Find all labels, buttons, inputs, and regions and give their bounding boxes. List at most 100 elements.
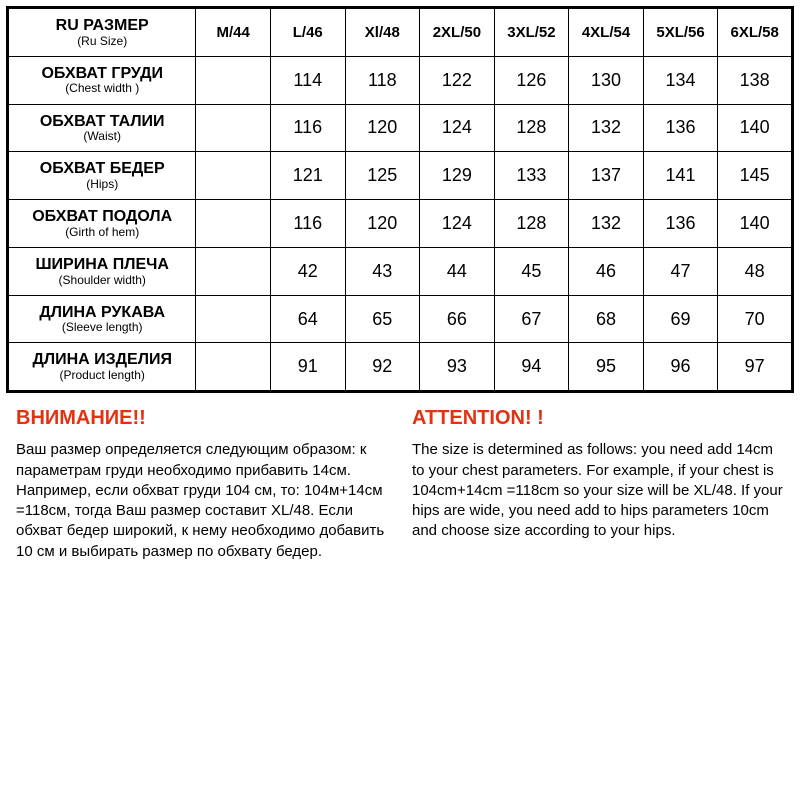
size-header-main: RU РАЗМЕР: [13, 17, 191, 35]
table-cell: 128: [494, 104, 569, 152]
note-en-body: The size is determined as follows: you n…: [412, 440, 784, 541]
table-cell: 141: [643, 152, 718, 200]
table-cell: 125: [345, 152, 420, 200]
table-cell: 43: [345, 247, 420, 295]
table-cell: 42: [270, 247, 345, 295]
table-cell-blank: [196, 104, 271, 152]
size-col-header: M/44: [196, 8, 271, 57]
row-label: ОБХВАТ ТАЛИИ(Waist): [8, 104, 196, 152]
table-row: ОБХВАТ ПОДОЛА(Girth of hem)1161201241281…: [8, 200, 793, 248]
table-cell: 118: [345, 56, 420, 104]
row-label-main: ОБХВАТ ТАЛИИ: [13, 113, 191, 131]
table-cell: 65: [345, 295, 420, 343]
table-cell: 96: [643, 343, 718, 392]
note-ru: ВНИМАНИЕ!! Ваш размер определяется следу…: [16, 407, 388, 562]
row-label-sub: (Hips): [13, 178, 191, 191]
table-cell: 68: [569, 295, 644, 343]
table-cell: 64: [270, 295, 345, 343]
table-cell: 137: [569, 152, 644, 200]
note-ru-heading: ВНИМАНИЕ!!: [16, 407, 388, 430]
row-label-sub: (Sleeve length): [13, 321, 191, 334]
table-cell-blank: [196, 247, 271, 295]
table-cell: 116: [270, 200, 345, 248]
row-label-sub: (Chest width ): [13, 82, 191, 95]
row-label: ОБХВАТ ПОДОЛА(Girth of hem): [8, 200, 196, 248]
table-cell: 124: [420, 104, 495, 152]
table-row: ОБХВАТ БЕДЕР(Hips) 121125129133137141145: [8, 152, 793, 200]
table-cell: 46: [569, 247, 644, 295]
table-cell: 91: [270, 343, 345, 392]
size-col-header: 5XL/56: [643, 8, 718, 57]
row-label-main: ОБХВАТ БЕДЕР: [13, 160, 191, 178]
table-row: ДЛИНА РУКАВА(Sleeve length) 6465666768697…: [8, 295, 793, 343]
table-cell: 67: [494, 295, 569, 343]
row-label: ДЛИНА ИЗДЕЛИЯ(Product length): [8, 343, 196, 392]
table-cell: 70: [718, 295, 793, 343]
table-cell: 97: [718, 343, 793, 392]
table-cell: 93: [420, 343, 495, 392]
size-header-row: RU РАЗМЕР (Ru Size) M/44 L/46 Xl/48 2XL/…: [8, 8, 793, 57]
size-header-label: RU РАЗМЕР (Ru Size): [8, 8, 196, 57]
size-col-header: 3XL/52: [494, 8, 569, 57]
table-cell: 138: [718, 56, 793, 104]
table-cell: 129: [420, 152, 495, 200]
table-cell: 136: [643, 104, 718, 152]
row-label-sub: (Shoulder width): [13, 274, 191, 287]
table-cell: 92: [345, 343, 420, 392]
table-cell: 122: [420, 56, 495, 104]
row-label: ДЛИНА РУКАВА(Sleeve length): [8, 295, 196, 343]
table-cell: 130: [569, 56, 644, 104]
table-cell: 140: [718, 200, 793, 248]
table-cell: 136: [643, 200, 718, 248]
size-table: RU РАЗМЕР (Ru Size) M/44 L/46 Xl/48 2XL/…: [6, 6, 794, 393]
table-cell: 132: [569, 200, 644, 248]
row-label-main: ДЛИНА РУКАВА: [13, 304, 191, 322]
table-cell: 95: [569, 343, 644, 392]
row-label-main: ШИРИНА ПЛЕЧА: [13, 256, 191, 274]
note-en: ATTENTION! ! The size is determined as f…: [412, 407, 784, 562]
table-cell: 145: [718, 152, 793, 200]
table-cell: 47: [643, 247, 718, 295]
table-cell: 124: [420, 200, 495, 248]
table-cell-blank: [196, 295, 271, 343]
row-label-sub: (Waist): [13, 130, 191, 143]
table-cell: 94: [494, 343, 569, 392]
table-cell: 120: [345, 200, 420, 248]
table-cell-blank: [196, 56, 271, 104]
table-cell: 44: [420, 247, 495, 295]
notes-section: ВНИМАНИЕ!! Ваш размер определяется следу…: [6, 393, 794, 562]
size-header-sub: (Ru Size): [13, 35, 191, 48]
table-row: ОБХВАТ ГРУДИ(Chest width )11411812212613…: [8, 56, 793, 104]
table-cell: 69: [643, 295, 718, 343]
table-cell: 121: [270, 152, 345, 200]
row-label: ОБХВАТ БЕДЕР(Hips): [8, 152, 196, 200]
table-cell: 140: [718, 104, 793, 152]
table-row: ДЛИНА ИЗДЕЛИЯ(Product length)91929394959…: [8, 343, 793, 392]
row-label-main: ДЛИНА ИЗДЕЛИЯ: [13, 351, 191, 369]
size-col-header: Xl/48: [345, 8, 420, 57]
table-cell: 116: [270, 104, 345, 152]
table-cell: 48: [718, 247, 793, 295]
table-row: ОБХВАТ ТАЛИИ(Waist) 116120124128132136140: [8, 104, 793, 152]
table-cell-blank: [196, 343, 271, 392]
table-cell: 114: [270, 56, 345, 104]
row-label: ШИРИНА ПЛЕЧА(Shoulder width): [8, 247, 196, 295]
size-col-header: 4XL/54: [569, 8, 644, 57]
table-cell-blank: [196, 152, 271, 200]
table-cell: 134: [643, 56, 718, 104]
size-col-header: 2XL/50: [420, 8, 495, 57]
table-cell: 66: [420, 295, 495, 343]
row-label-main: ОБХВАТ ПОДОЛА: [13, 208, 191, 226]
table-cell: 133: [494, 152, 569, 200]
table-cell: 45: [494, 247, 569, 295]
row-label: ОБХВАТ ГРУДИ(Chest width ): [8, 56, 196, 104]
table-cell: 132: [569, 104, 644, 152]
note-en-heading: ATTENTION! !: [412, 407, 784, 430]
table-cell-blank: [196, 200, 271, 248]
page-wrap: RU РАЗМЕР (Ru Size) M/44 L/46 Xl/48 2XL/…: [0, 0, 800, 562]
table-cell: 120: [345, 104, 420, 152]
row-label-sub: (Product length): [13, 369, 191, 382]
row-label-sub: (Girth of hem): [13, 226, 191, 239]
row-label-main: ОБХВАТ ГРУДИ: [13, 65, 191, 83]
table-cell: 128: [494, 200, 569, 248]
